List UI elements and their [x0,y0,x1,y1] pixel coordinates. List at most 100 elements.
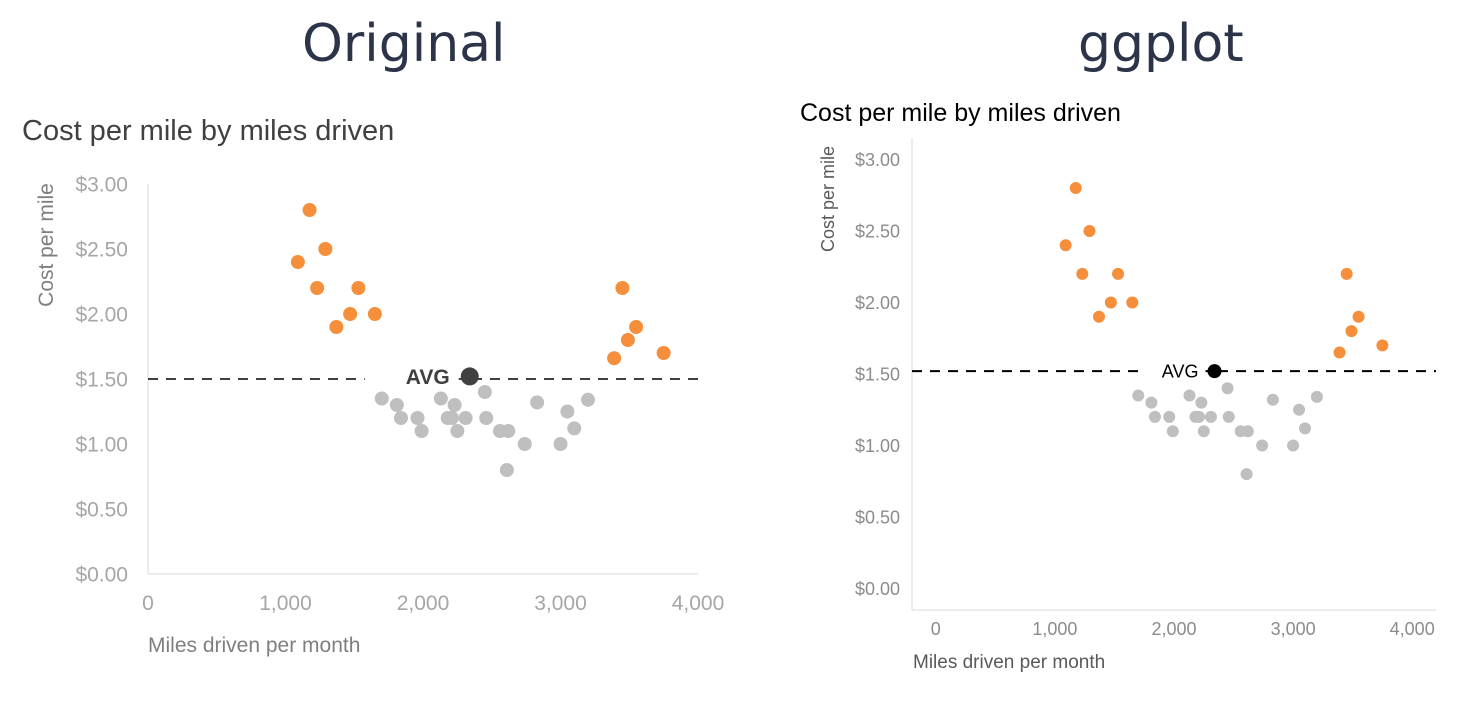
above-average-point [1069,182,1082,195]
ggplot-heading: ggplot [1078,14,1244,74]
y-tick-label: $1.50 [75,368,128,391]
below-average-point [1221,382,1234,395]
below-average-point [1145,396,1158,409]
y-tick-label: $3.00 [75,173,128,196]
above-average-point [1376,339,1389,352]
average-label: AVG [406,366,450,389]
above-average-point [1092,310,1105,323]
y-tick-label: $0.50 [75,498,128,521]
x-tick-labels: 0 1,000 2,000 3,000 4,000 [142,592,724,615]
y-tick-label: $1.00 [855,436,900,456]
above-average-point [656,346,671,360]
below-average-point [560,404,575,419]
below-average-point [458,411,473,425]
below-average-point [1256,439,1269,452]
chart-title: Cost per mile by miles driven [800,99,1121,127]
x-axis-title: Miles driven per month [148,634,360,657]
above-average-point [290,255,305,269]
above-average-point [351,281,366,295]
below-average-point [1166,425,1179,438]
x-tick-label: 0 [142,592,154,615]
below-average-point [1148,410,1161,423]
below-average-point [1310,390,1323,403]
below-average-point [1204,410,1217,423]
above-average-point [629,320,644,334]
below-average-point [414,424,429,438]
y-tick-label: $3.00 [855,150,900,170]
x-tick-labels: 0 1,000 2,000 3,000 4,000 [931,619,1435,639]
below-average-point [1195,396,1208,409]
x-axis-title: Miles driven per month [913,652,1105,673]
below-average-point [1132,389,1145,402]
x-tick-label: 4,000 [1390,619,1435,639]
below-average-point [450,424,465,438]
below-average-point [1183,389,1196,402]
y-tick-label: $0.00 [75,563,128,586]
y-tick-labels: $0.00 $0.50 $1.00 $1.50 $2.00 $2.50 $3.00 [75,173,128,586]
below-average-point [553,437,568,451]
below-average-point [444,411,459,425]
y-tick-label: $1.00 [75,433,128,456]
average-label: AVG [1162,361,1199,381]
above-average-point [302,203,317,217]
y-tick-label: $2.00 [75,303,128,326]
y-tick-label: $2.50 [75,238,128,261]
below-average-point [1197,425,1210,438]
y-tick-labels: $0.00 $0.50 $1.00 $1.50 $2.00 $2.50 $3.00 [855,150,900,599]
average-label-background [364,365,459,393]
above-average-point [310,281,325,295]
below-average-point [1293,403,1306,416]
below-average-point [517,437,532,451]
above-average-point [367,307,382,321]
below-average-point [433,391,448,406]
chart-ggplot: Cost per mile by miles driven Cost per m… [800,99,1436,673]
below-average-point [1222,410,1235,423]
below-average-point [501,424,516,438]
below-average-point [410,411,425,425]
below-average-point [581,392,595,407]
above-average-point [1340,267,1353,280]
below-average-point [1299,422,1311,435]
y-tick-label: $2.50 [855,221,900,241]
average-point [460,367,479,386]
y-tick-label: $2.00 [855,293,900,313]
average-label-background [1144,357,1206,386]
y-axis-title: Cost per mile [818,146,838,252]
x-tick-label: 1,000 [259,592,312,615]
x-tick-label: 2,000 [1151,619,1196,639]
below-average-point [499,463,514,477]
below-average-point [447,398,462,412]
average-group: AVG [912,357,1436,386]
above-average-point [1333,346,1346,359]
below-average-point [477,385,492,399]
x-tick-label: 1,000 [1032,619,1077,639]
x-tick-label: 3,000 [1271,619,1316,639]
data-points [290,203,671,477]
above-average-point [615,281,630,295]
above-average-point [329,320,344,334]
below-average-point [1266,393,1279,406]
above-average-point [1083,224,1096,237]
above-average-point [343,307,358,321]
average-group: AVG [148,365,704,393]
y-tick-label: $0.00 [855,579,900,599]
above-average-point [607,351,622,366]
below-average-point [1163,410,1176,423]
x-tick-label: 3,000 [534,592,587,615]
x-tick-label: 2,000 [397,592,450,615]
above-average-point [620,333,635,347]
above-average-point [1059,239,1072,252]
y-axis-title: Cost per mile [35,183,58,307]
average-point [1207,364,1222,379]
above-average-point [1112,267,1125,280]
below-average-point [1287,439,1300,452]
above-average-point [1352,310,1365,323]
below-average-point [1241,425,1254,438]
below-average-point [394,411,408,425]
chart-original: Cost per mile by miles driven Cost per m… [22,115,724,657]
below-average-point [374,391,389,406]
below-average-point [567,421,582,436]
original-heading: Original [302,14,506,74]
above-average-point [1076,267,1089,280]
